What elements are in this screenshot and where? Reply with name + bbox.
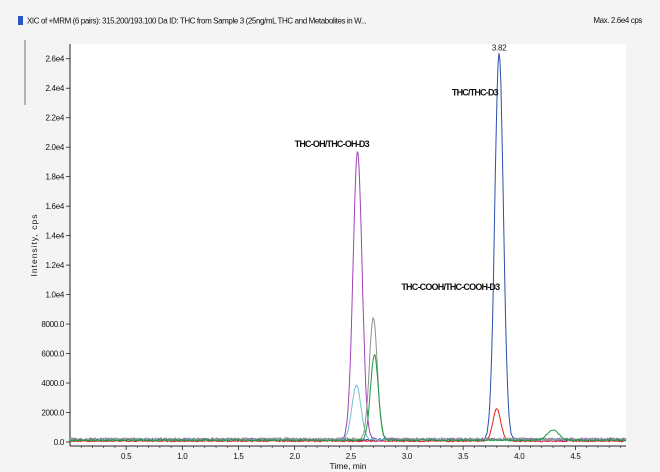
y-tick-label: 2.6e4 <box>45 55 64 64</box>
x-tick-label: 4.5 <box>570 452 581 461</box>
y-tick-label: 2000.0 <box>41 409 65 418</box>
trace-line <box>69 353 627 442</box>
y-tick-label: 1.6e4 <box>45 202 64 211</box>
y-tick-label: 6000.0 <box>41 350 65 359</box>
y-tick-label: 1.8e4 <box>45 173 64 182</box>
y-tick-label: 1.4e4 <box>45 232 64 241</box>
x-tick-label: 0.5 <box>121 452 132 461</box>
x-tick-label: 3.0 <box>402 452 413 461</box>
max-intensity-label: Max. 2.6e4 cps <box>589 16 642 25</box>
chart-header: XIC of +MRM (6 pairs): 315.200/193.100 D… <box>18 16 642 31</box>
x-tick-label: 1.0 <box>177 452 188 461</box>
x-tick-label: 2.5 <box>346 452 357 461</box>
y-tick-label: 0.0 <box>54 438 65 447</box>
peak-annotation: THC/THC-D3 <box>452 88 499 98</box>
y-tick-label: 1.2e4 <box>45 261 64 270</box>
peak-annotation: 3.82 <box>492 43 507 52</box>
x-tick-label: 1.5 <box>233 452 244 461</box>
trace-line <box>69 407 627 443</box>
peak-annotation: THC-OH/THC-OH-D3 <box>295 139 370 149</box>
peak-annotation: THC-COOH/THC-COOH-D3 <box>401 282 500 292</box>
plot-area <box>70 44 626 446</box>
y-tick-label: 2.2e4 <box>45 114 64 123</box>
series-color-square-icon <box>18 16 23 26</box>
y-axis-label: Intensity, cps <box>29 214 39 277</box>
x-axis-label: Time, min <box>330 461 367 471</box>
x-tick-label: 3.5 <box>458 452 469 461</box>
y-tick-label: 1.0e4 <box>45 291 64 300</box>
chart-title: XIC of +MRM (6 pairs): 315.200/193.100 D… <box>27 16 367 26</box>
y-tick-label: 8000.0 <box>41 320 65 329</box>
y-tick-label: 2.4e4 <box>45 84 64 93</box>
y-tick-label: 2.0e4 <box>45 143 64 152</box>
y-tick-label: 4000.0 <box>41 379 65 388</box>
x-tick-label: 4.0 <box>514 452 525 461</box>
x-tick-label: 2.0 <box>290 452 301 461</box>
